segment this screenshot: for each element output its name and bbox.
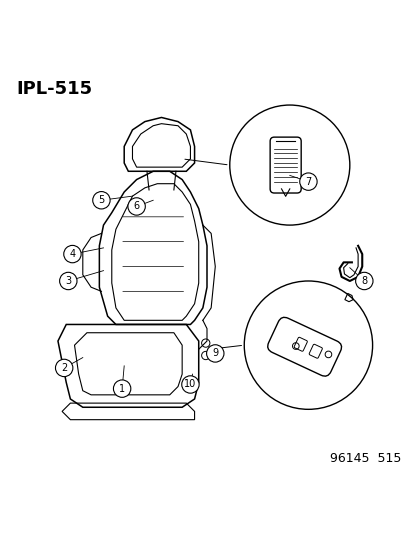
Text: IPL-515: IPL-515 xyxy=(17,80,93,98)
Text: 10: 10 xyxy=(184,379,196,390)
Text: 7: 7 xyxy=(304,176,311,187)
Text: 1: 1 xyxy=(119,384,125,394)
Text: 6: 6 xyxy=(133,201,139,212)
Circle shape xyxy=(206,345,223,362)
Circle shape xyxy=(113,380,131,397)
Text: 3: 3 xyxy=(65,276,71,286)
Text: 9: 9 xyxy=(212,349,218,358)
Circle shape xyxy=(93,191,110,209)
Text: 2: 2 xyxy=(61,363,67,373)
Circle shape xyxy=(181,376,199,393)
Text: 4: 4 xyxy=(69,249,75,259)
Text: 5: 5 xyxy=(98,195,104,205)
Circle shape xyxy=(55,359,73,377)
Circle shape xyxy=(64,245,81,263)
Text: 96145  515: 96145 515 xyxy=(330,452,401,465)
Circle shape xyxy=(355,272,372,289)
Circle shape xyxy=(59,272,77,289)
Circle shape xyxy=(128,198,145,215)
Circle shape xyxy=(299,173,316,190)
Text: 8: 8 xyxy=(361,276,366,286)
